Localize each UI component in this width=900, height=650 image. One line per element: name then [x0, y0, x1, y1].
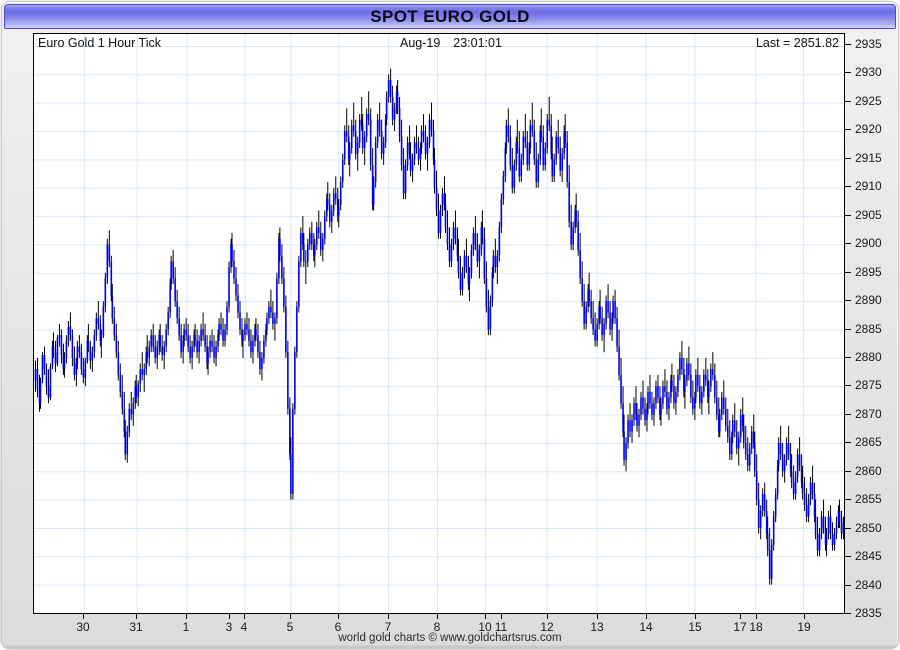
y-tick-mark — [845, 157, 851, 159]
page-title: SPOT EURO GOLD — [370, 7, 530, 26]
y-tick-mark — [845, 470, 851, 472]
y-tick-label: 2885 — [855, 321, 882, 336]
x-tick-mark — [756, 614, 757, 619]
x-tick-mark — [695, 614, 696, 619]
y-tick-label: 2865 — [855, 435, 882, 450]
x-tick-mark — [485, 614, 486, 619]
x-tick-label: 31 — [129, 620, 143, 634]
y-tick-mark — [845, 44, 851, 45]
y-tick-mark — [845, 499, 851, 501]
x-tick-mark — [338, 614, 339, 619]
x-tick-label: 7 — [384, 620, 392, 634]
x-tick-label: 13 — [590, 620, 604, 634]
footer-credit: world gold charts © www.goldchartsrus.co… — [338, 632, 562, 644]
x-axis-date-scale: 30 31 1 3 4 5 6 7 8 10 11 12 13 14 15 17 18 19 — [33, 614, 845, 636]
y-tick-mark — [845, 186, 851, 188]
y-tick-mark — [845, 413, 851, 415]
y-tick-label: 2930 — [855, 65, 882, 80]
y-tick-mark — [845, 100, 851, 102]
y-tick-mark — [845, 527, 851, 529]
y-tick-label: 2855 — [855, 492, 882, 507]
y-tick-label: 2935 — [855, 37, 882, 51]
y-tick-label: 2895 — [855, 264, 882, 279]
y-tick-label: 2835 — [855, 606, 882, 620]
x-tick-label: 4 — [240, 620, 248, 634]
chart-plot-area[interactable]: Euro Gold 1 Hour Tick Aug-19 23:01:01 La… — [33, 33, 845, 614]
x-tick-mark — [244, 614, 245, 619]
x-tick-mark — [597, 614, 598, 619]
x-tick-mark — [136, 614, 137, 619]
timestamp-time: 23:01:01 — [453, 36, 502, 50]
y-tick-mark — [845, 584, 851, 586]
x-tick-label: 12 — [540, 620, 554, 634]
timestamp-label: Aug-19 23:01:01 — [400, 36, 502, 50]
y-tick-mark — [845, 271, 851, 273]
x-tick-mark — [501, 614, 502, 619]
y-tick-mark — [845, 442, 851, 444]
y-tick-label: 2875 — [855, 378, 882, 393]
x-tick-mark — [804, 614, 805, 619]
y-tick-mark — [845, 243, 851, 245]
y-tick-label: 2925 — [855, 93, 882, 108]
window-title-bar: SPOT EURO GOLD — [4, 4, 896, 29]
y-tick-label: 2845 — [855, 549, 882, 564]
x-tick-label: 1 — [182, 620, 190, 634]
x-tick-label: 6 — [334, 620, 342, 634]
y-axis-price-scale: 2935 2930 2925 2920 2915 2910 2905 2900 2895 2890… — [845, 33, 900, 620]
y-tick-label: 2900 — [855, 236, 882, 251]
y-tick-label: 2890 — [855, 293, 882, 308]
y-tick-mark — [845, 72, 851, 74]
x-tick-mark — [740, 614, 741, 619]
chart-gridlines — [34, 34, 844, 613]
last-price-label: Last = 2851.82 — [755, 36, 839, 50]
y-tick-mark — [845, 214, 851, 216]
x-tick-mark — [646, 614, 647, 619]
x-tick-mark — [83, 614, 84, 619]
window-footer-shadow — [6, 645, 896, 648]
x-tick-label: 17 — [733, 620, 747, 634]
y-tick-mark — [845, 300, 851, 302]
y-tick-label: 2880 — [855, 349, 882, 364]
timestamp-date: Aug-19 — [400, 36, 441, 50]
x-tick-mark — [547, 614, 548, 619]
y-tick-label: 2860 — [855, 463, 882, 478]
x-tick-label: 15 — [688, 620, 702, 634]
x-tick-mark — [186, 614, 187, 619]
x-tick-mark — [290, 614, 291, 619]
x-tick-mark — [229, 614, 230, 619]
x-tick-mark — [388, 614, 389, 619]
y-tick-mark — [845, 613, 851, 614]
y-tick-label: 2905 — [855, 207, 882, 222]
y-tick-label: 2840 — [855, 577, 882, 592]
x-tick-label: 10 — [478, 620, 492, 634]
series-label: Euro Gold 1 Hour Tick — [38, 36, 161, 50]
x-tick-label: 18 — [749, 620, 763, 634]
y-tick-label: 2850 — [855, 520, 882, 535]
x-tick-label: 14 — [639, 620, 653, 634]
y-tick-label: 2920 — [855, 122, 882, 137]
x-tick-label: 8 — [433, 620, 441, 634]
x-tick-label: 3 — [225, 620, 233, 634]
x-tick-label: 19 — [797, 620, 811, 634]
y-tick-mark — [845, 385, 851, 387]
x-tick-mark — [437, 614, 438, 619]
price-series-ohlc-bars — [34, 68, 844, 585]
y-tick-mark — [845, 556, 851, 558]
y-tick-label: 2870 — [855, 406, 882, 421]
x-tick-label: 11 — [494, 620, 508, 634]
y-tick-mark — [845, 328, 851, 330]
y-tick-label: 2915 — [855, 150, 882, 165]
x-tick-label: 5 — [286, 620, 294, 634]
y-tick-mark — [845, 129, 851, 131]
x-tick-label: 30 — [76, 620, 90, 634]
y-tick-mark — [845, 356, 851, 358]
y-tick-label: 2910 — [855, 179, 882, 194]
